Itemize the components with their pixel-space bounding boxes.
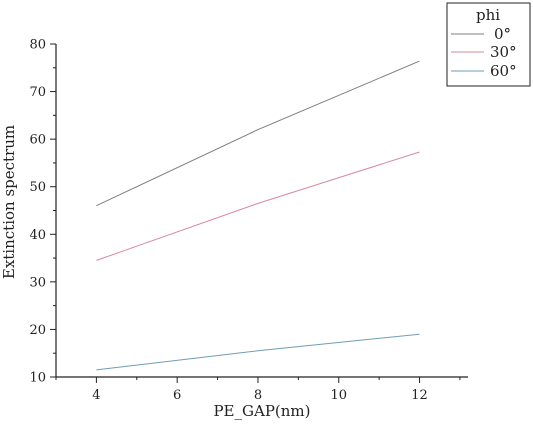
x-tick-label: 6 [173, 388, 181, 403]
legend-title: phi [476, 6, 500, 24]
x-axis-title: PE_GAP(nm) [213, 402, 310, 420]
y-tick-label: 70 [29, 85, 46, 100]
y-tick-label: 20 [29, 323, 46, 338]
legend: phi 0° 30° 60° [446, 2, 531, 87]
x-tick-label: 8 [254, 388, 262, 403]
y-tick-label: 60 [29, 133, 46, 148]
series-line-0 [96, 60, 420, 207]
series-line-2 [96, 333, 420, 371]
legend-label-2: 60° [490, 62, 517, 80]
y-tick-label: 40 [29, 228, 46, 243]
x-tick-label: 4 [92, 388, 100, 403]
y-tick-label: 10 [29, 371, 46, 386]
plot-area [96, 60, 420, 371]
y-tick-label: 50 [29, 180, 46, 195]
series-line-1 [96, 151, 420, 261]
legend-label-1: 30° [490, 43, 517, 61]
y-tick-label: 80 [29, 38, 46, 53]
legend-label-0: 0° [494, 25, 511, 43]
x-tick-label: 10 [330, 388, 347, 403]
axes: 4 6 8 10 12 10 20 30 40 50 60 70 80 [29, 38, 468, 403]
x-tick-label: 12 [411, 388, 428, 403]
legend-box [446, 2, 531, 87]
y-axis-title: Extinction spectrum [0, 125, 18, 279]
y-tick-label: 30 [29, 275, 46, 290]
